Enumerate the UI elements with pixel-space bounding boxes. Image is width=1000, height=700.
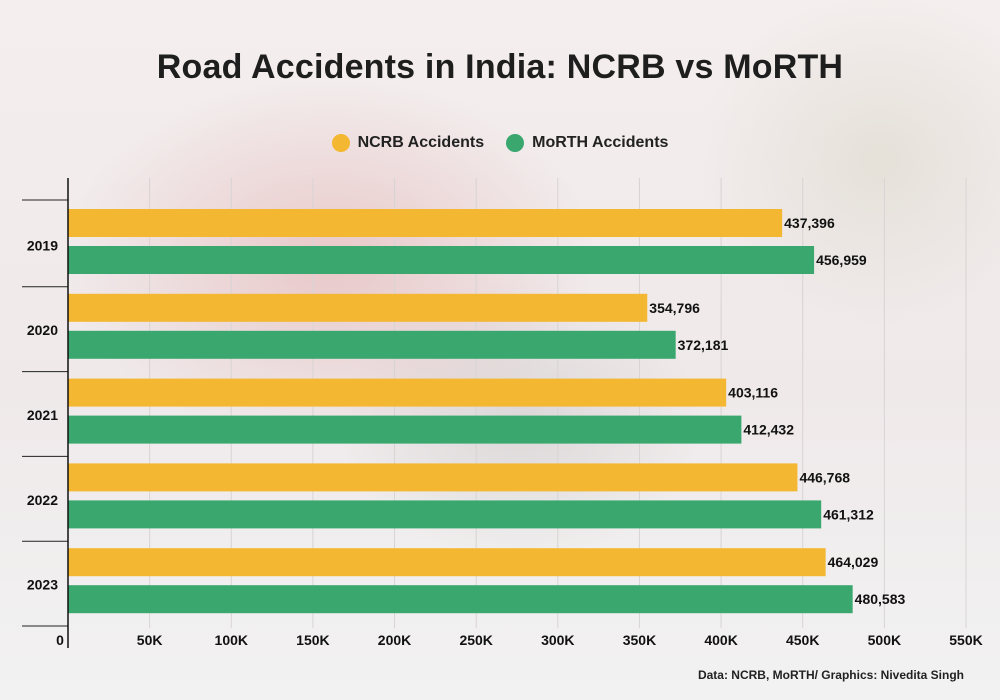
category-label: 2020: [27, 322, 58, 338]
legend-label-ncrb: NCRB Accidents: [357, 134, 485, 151]
category-label: 2021: [27, 407, 58, 423]
bar-ncrb: [68, 209, 783, 237]
category-label: 2019: [27, 237, 58, 253]
category-label: 2022: [27, 492, 58, 508]
x-tick-label: 350K: [623, 632, 656, 648]
bar-ncrb: [68, 463, 798, 492]
legend-swatch-morth: [506, 134, 525, 152]
x-tick-label: 0: [56, 632, 64, 648]
data-label: 372,181: [678, 337, 729, 353]
x-tick-label: 550K: [949, 632, 982, 648]
x-tick-label: 250K: [459, 632, 492, 648]
bar-ncrb: [68, 548, 826, 577]
data-label: 456,959: [816, 252, 867, 268]
x-tick-label: 400K: [704, 632, 737, 648]
x-tick-label: 200K: [378, 632, 411, 648]
data-label: 403,116: [728, 385, 778, 401]
data-label: 464,029: [828, 554, 879, 570]
x-tick-label: 500K: [868, 632, 901, 648]
source-credit: Data: NCRB, MoRTH/ Graphics: Nivedita Si…: [697, 668, 964, 682]
bar-morth: [68, 585, 853, 614]
data-label: 461,312: [823, 506, 874, 522]
data-label: 480,583: [855, 591, 906, 607]
legend-swatch-ncrb: [331, 134, 350, 152]
data-label: 354,796: [649, 300, 700, 316]
x-tick-label: 300K: [541, 632, 574, 648]
data-label: 437,396: [784, 215, 835, 231]
bar-morth: [68, 246, 815, 274]
x-tick-label: 50K: [137, 632, 163, 648]
legend: NCRB Accidents MoRTH Accidents: [0, 134, 1000, 152]
data-label: 446,768: [799, 469, 850, 485]
legend-item-morth: MoRTH Accidents: [506, 134, 668, 152]
bar-morth: [68, 500, 822, 529]
legend-item-ncrb: NCRB Accidents: [331, 134, 485, 152]
bar-morth: [68, 415, 742, 444]
data-label: 412,432: [743, 422, 794, 438]
legend-label-morth: MoRTH Accidents: [532, 134, 669, 151]
x-tick-label: 450K: [786, 632, 819, 648]
bar-morth: [68, 330, 676, 359]
category-label: 2023: [27, 577, 58, 593]
x-tick-label: 100K: [215, 632, 248, 648]
bar-ncrb: [68, 293, 648, 322]
bar-ncrb: [68, 378, 727, 407]
x-tick-label: 150K: [296, 632, 329, 648]
chart-title: Road Accidents in India: NCRB vs MoRTH: [156, 48, 844, 86]
